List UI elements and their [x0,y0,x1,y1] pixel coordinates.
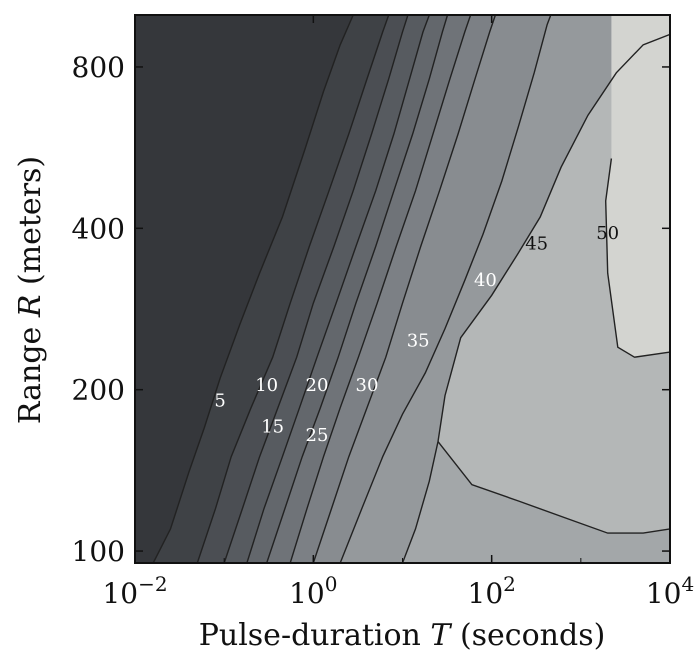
contour-fills [135,15,670,563]
contour-line [223,15,409,563]
contour-line [401,33,670,563]
contour-region [605,15,670,358]
x-axis-title: Pulse-duration T (seconds) [199,618,606,653]
y-tick-label: 800 [72,51,125,84]
contour-label: 30 [356,375,379,396]
contour-line [196,15,390,563]
contour-line [339,15,552,563]
contour-line [266,15,449,563]
contour-line [152,15,354,563]
contour-line [289,15,472,563]
x-tick-label: 102 [468,572,516,610]
y-tick-label: 200 [72,374,125,407]
contour-line [437,441,670,534]
contour-label: 45 [525,234,548,255]
contour-label: 40 [474,270,497,291]
contour-labels: 5 10 15 20 25 30 35 40 45 50 [214,223,619,446]
contour-label: 25 [306,425,329,446]
contour-label: 20 [306,375,329,396]
y-axis-title: Range R (meters) [13,156,48,424]
x-tick-label: 100 [289,572,337,610]
contour-label: 15 [261,417,284,438]
x-tick-label: 104 [646,572,694,610]
axis-ticks [134,15,671,563]
y-tick-label: 400 [72,212,125,245]
contour-label: 10 [255,375,278,396]
y-tick-label: 100 [72,535,125,568]
contour-line [246,15,430,563]
tick-labels: 10−2 100 102 104 100 200 400 800 [72,51,695,610]
contour-label: 50 [596,223,619,244]
contour-label: 35 [407,331,430,352]
x-tick-label: 10−2 [102,572,167,610]
plot-area: 5 10 15 20 25 30 35 40 45 50 [135,15,670,563]
contour-line [604,158,670,358]
contour-line [312,15,497,563]
contour-lines [152,15,670,563]
contour-label: 5 [214,391,225,412]
